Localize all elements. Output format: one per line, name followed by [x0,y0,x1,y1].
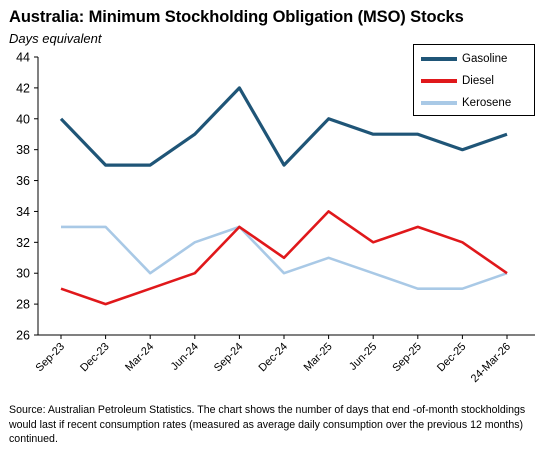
legend-item-kerosene: Kerosene [421,95,511,111]
x-tick-label: Dec-24 [257,341,291,375]
y-tick-label: 36 [16,174,30,188]
y-tick-label: 38 [16,143,30,157]
chart-title: Australia: Minimum Stockholding Obligati… [9,8,464,26]
chart-subtitle: Days equivalent [9,31,102,46]
source-note: Source: Australian Petroleum Statistics.… [9,404,526,445]
series-line-kerosene [61,225,508,291]
x-tick-label: Dec-23 [78,341,112,375]
x-tick-label: 24-Mar-26 [469,341,513,385]
y-tick-label: 40 [16,112,30,126]
legend-label-gasoline: Gasoline [462,53,508,65]
y-tick-label: 30 [16,267,30,281]
x-tick-label: Dec-25 [435,341,469,375]
legend-label-diesel: Diesel [462,75,494,87]
legend-label-kerosene: Kerosene [462,97,512,109]
legend-swatch-diesel [421,79,457,83]
line-chart: 26 28 30 32 34 36 38 40 42 44 Sep-23 Dec-23 Mar-24 Ju… [16,51,535,385]
y-tick-label: 32 [16,236,30,250]
series-line-diesel [60,210,508,306]
legend: Gasoline Diesel Kerosene [413,44,535,116]
legend-item-diesel: Diesel [421,73,494,89]
x-tick-label: Sep-24 [212,341,246,375]
legend-swatch-gasoline [421,57,457,61]
series-line-gasoline [59,86,508,167]
y-tick-label: 42 [16,81,30,95]
x-tick-label: Mar-24 [123,341,156,374]
x-tick-label: Sep-25 [390,341,424,375]
y-tick-label: 28 [16,298,30,312]
y-tick-label: 34 [16,205,30,219]
x-tick-label: Sep-23 [34,341,68,375]
x-tick-label: Mar-25 [302,341,335,374]
legend-item-gasoline: Gasoline [421,51,507,67]
y-tick-label: 44 [16,51,30,65]
x-tick-label: Jun-24 [169,341,201,373]
y-tick-label: 26 [16,329,30,343]
series-lines [59,86,508,306]
x-tick-label: Jun-25 [347,341,379,373]
legend-swatch-kerosene [421,101,457,105]
